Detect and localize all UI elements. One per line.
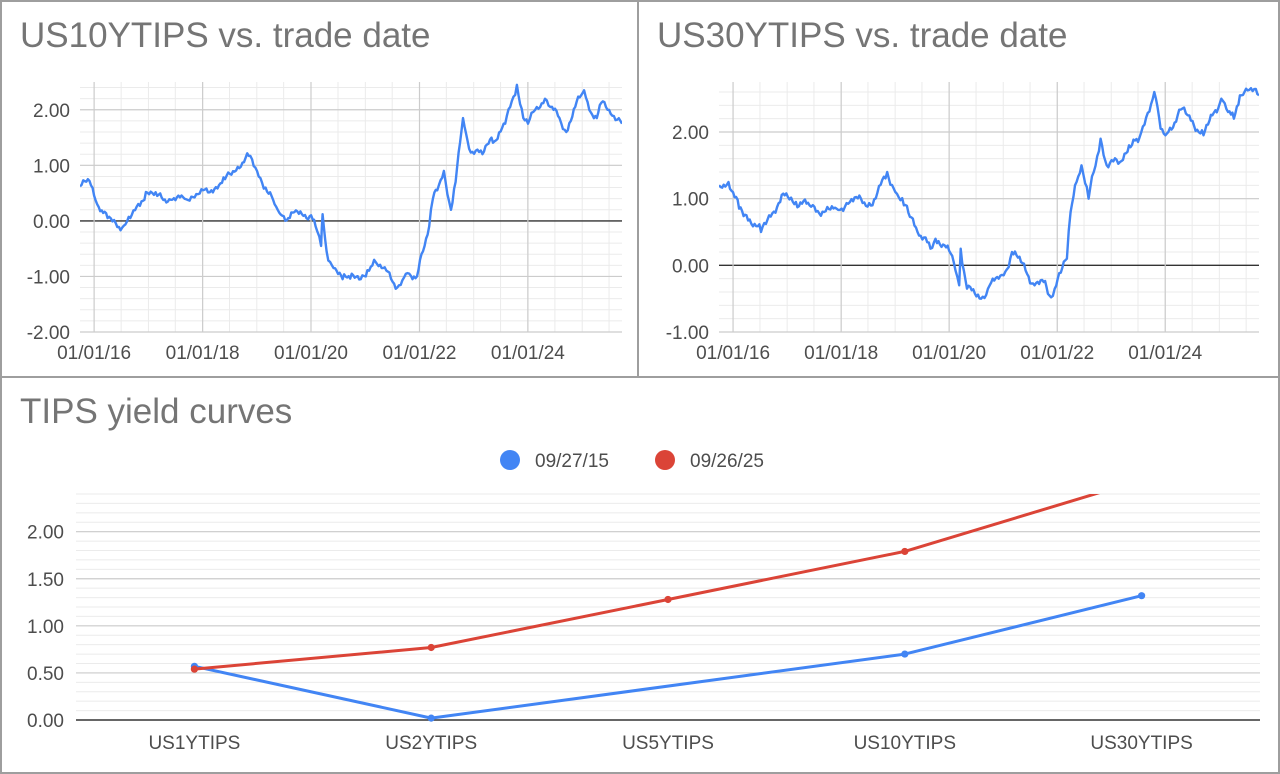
chart-title: US10YTIPS vs. trade date [20, 16, 431, 55]
series-line [80, 83, 622, 290]
x-tick-label: 01/01/18 [804, 343, 878, 364]
y-tick-label: -2.00 [27, 323, 70, 344]
x-category-label: US10YTIPS [854, 733, 956, 754]
legend-marker [655, 450, 675, 470]
series-line [194, 494, 1101, 671]
data-point [427, 714, 435, 722]
y-tick-label: 0.00 [33, 212, 70, 233]
data-point [1138, 592, 1146, 600]
x-tick-label: 01/01/22 [1020, 343, 1094, 364]
x-tick-label: 01/01/24 [491, 343, 565, 364]
legend-label: 09/26/25 [690, 451, 764, 472]
yield-curves-chart-panel: TIPS yield curves 2.00 1.50 1.00 0.50 0.00 US… [0, 376, 1280, 774]
x-tick-label: 01/01/16 [696, 343, 770, 364]
y-tick-label: 0.00 [672, 256, 709, 277]
x-category-label: US1YTIPS [148, 733, 240, 754]
series-line [719, 86, 1259, 300]
x-tick-label: 01/01/20 [912, 343, 986, 364]
us30ytips-chart-panel: US30YTIPS vs. trade date 2.00 1.00 0.00 -1.… [637, 0, 1280, 378]
legend-label: 09/27/15 [535, 451, 609, 472]
chart-title: TIPS yield curves [20, 392, 293, 431]
y-tick-label: -1.00 [666, 323, 709, 344]
us10ytips-chart-panel: US10YTIPS vs. trade date 2.00 1.00 0.00 -1.… [0, 0, 639, 378]
y-tick-label: 2.00 [672, 123, 709, 144]
x-category-label: US30YTIPS [1090, 733, 1192, 754]
y-tick-label: 1.00 [33, 156, 70, 177]
data-point [427, 643, 435, 652]
data-point [901, 650, 909, 658]
x-tick-label: 01/01/20 [274, 343, 348, 364]
data-point [190, 665, 198, 673]
series-line [194, 594, 1142, 720]
y-tick-label: 0.00 [27, 711, 64, 732]
x-tick-label: 01/01/24 [1128, 343, 1202, 364]
legend-marker [500, 450, 520, 470]
x-category-label: US2YTIPS [385, 733, 477, 754]
x-tick-label: 01/01/18 [166, 343, 240, 364]
y-tick-label: 0.50 [27, 664, 64, 685]
data-point [664, 595, 672, 604]
data-point [901, 547, 909, 556]
y-tick-label: 2.00 [27, 523, 64, 544]
x-category-label: US5YTIPS [622, 733, 714, 754]
y-tick-label: 2.00 [33, 101, 70, 122]
y-tick-label: -1.00 [27, 267, 70, 288]
yield-curves-line-chart: 2.00 1.50 1.00 0.50 0.00 US1YTIPS US2YTIPS US5Y… [27, 450, 1260, 754]
y-tick-label: 1.00 [27, 617, 64, 638]
x-tick-label: 01/01/22 [383, 343, 457, 364]
chart-title: US30YTIPS vs. trade date [657, 16, 1068, 55]
y-tick-label: 1.00 [672, 190, 709, 211]
x-tick-label: 01/01/16 [57, 343, 131, 364]
y-tick-label: 1.50 [27, 570, 64, 591]
